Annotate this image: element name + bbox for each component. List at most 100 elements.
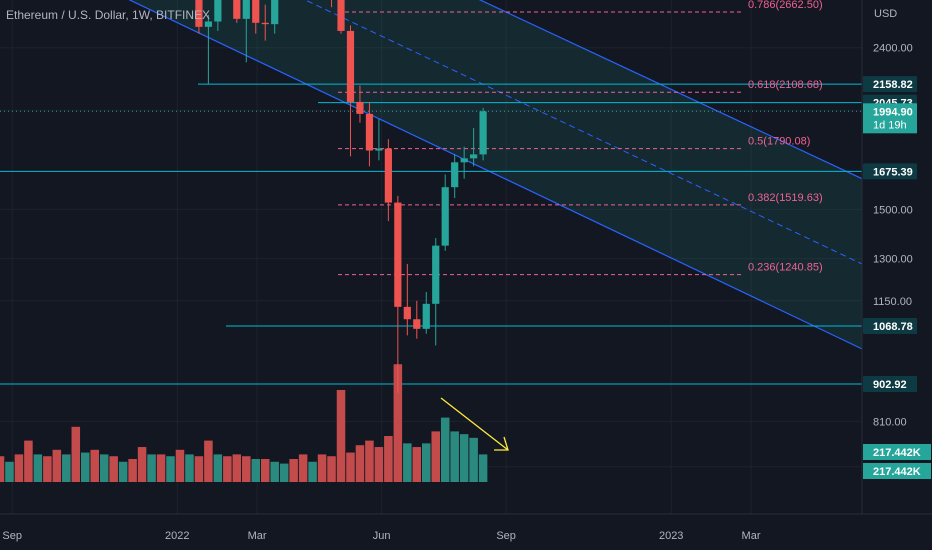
fib-label: 0.786(2662.50): [748, 0, 823, 11]
candle-body: [271, 0, 279, 25]
volume-bar: [431, 431, 440, 482]
volume-bar: [156, 454, 166, 482]
volume-bar: [469, 437, 478, 482]
price-tick-label: 2400.00: [873, 43, 913, 55]
current-price-label: 1994.90: [873, 106, 913, 118]
trend-arrow-line: [440, 397, 509, 451]
volume-bar: [327, 456, 336, 482]
volume-bar: [166, 456, 175, 482]
fib-label: 0.236(1240.85): [748, 262, 823, 274]
candle-body: [403, 306, 411, 320]
candle-body: [365, 113, 374, 151]
volume-bar: [175, 449, 185, 482]
candle-body: [384, 148, 392, 203]
candle-body: [460, 158, 468, 163]
volume-bar: [5, 461, 14, 482]
candle-body: [394, 202, 402, 307]
candle-body: [479, 111, 487, 155]
time-tick-label: 2023: [659, 530, 683, 542]
price-tick-label: 1500.00: [873, 204, 913, 216]
channel-upper-line: [478, 0, 863, 180]
volume-bar: [109, 456, 118, 482]
volume-bar: [118, 461, 128, 482]
fib-label: 0.5(1790.08): [748, 136, 810, 148]
volume-bar: [440, 417, 450, 482]
volume-bar: [298, 454, 308, 482]
volume-bar: [403, 443, 412, 482]
volume-bar: [459, 434, 469, 482]
volume-bar: [62, 454, 71, 482]
volume-bar: [33, 454, 43, 482]
volume-bar: [194, 456, 204, 482]
volume-bar: [43, 456, 52, 482]
volume-bar: [128, 459, 137, 482]
volume-bar: [251, 459, 261, 482]
regression-channel: [128, 0, 863, 350]
horizontal-levels: [0, 83, 862, 385]
time-axis[interactable]: Sep 2022 Mar Jun Sep 2023 Mar: [0, 513, 932, 550]
candle-body: [451, 162, 459, 188]
volume-bar: [204, 440, 213, 482]
volume-bar: [80, 452, 90, 482]
candle-body: [441, 187, 449, 246]
candle-body: [375, 148, 383, 151]
volume-bar: [223, 456, 232, 482]
time-tick-label: Sep: [2, 530, 22, 542]
candle-body: [413, 319, 421, 329]
volume-bar: [14, 454, 24, 482]
volume-bar: [412, 447, 422, 482]
volume-bar: [270, 461, 279, 482]
channel-lower-line: [128, 0, 863, 350]
candle-body: [233, 0, 241, 19]
candle-body: [432, 245, 440, 304]
price-tag-label: 1675.39: [873, 166, 913, 178]
trend-arrow-head: [494, 436, 509, 451]
volume-bar: [147, 454, 156, 482]
time-tick-label: Mar: [742, 530, 761, 542]
candle-body: [356, 101, 364, 114]
volume-bar: [374, 447, 384, 482]
current-price-tag: [863, 103, 917, 134]
candle-body: [252, 0, 260, 23]
price-tick-label: 810.00: [873, 416, 907, 428]
volume-bar: [242, 456, 251, 482]
countdown-label: 1d 19h: [873, 119, 907, 131]
volume-bar: [365, 440, 374, 482]
channel-mid-line: [304, 0, 863, 265]
volume-bar: [99, 454, 109, 482]
time-axis-bg: [0, 514, 932, 550]
candle-body: [470, 154, 478, 159]
fib-label: 0.382(1519.63): [748, 192, 823, 204]
annotations: [440, 397, 509, 451]
volume-bar: [355, 445, 365, 482]
candle-body: [346, 30, 355, 102]
volume-tag-label: 217.442K: [873, 466, 921, 478]
volume-tag: [863, 463, 931, 479]
currency-label: USD: [874, 8, 898, 20]
fibonacci-levels: 0.786(2662.50) 0.618(2108.68) 0.5(1790.08)…: [338, 0, 823, 276]
volume-bar: [71, 426, 81, 482]
volume-bar: [450, 431, 459, 482]
volume-tag-label: 217.442K: [873, 447, 921, 459]
volume-bar: [289, 459, 298, 482]
price-tag-label: 1068.78: [873, 321, 913, 333]
fib-label: 0.618(2108.68): [748, 79, 823, 91]
candle-body: [422, 303, 430, 329]
chart-title: Ethereum / U.S. Dollar, 1W, BITFINEX: [6, 8, 211, 22]
volume-bar: [336, 390, 346, 482]
candle-body: [242, 0, 250, 19]
candle-body: [195, 0, 203, 27]
price-axis[interactable]: 2400.002000.001500.001300.001150.00810.0…: [861, 0, 932, 514]
volume-bar: [52, 449, 62, 482]
volume-bar: [422, 443, 431, 482]
volume-bar: [232, 454, 242, 482]
volume-bars: [0, 364, 488, 482]
price-tag: [863, 163, 917, 180]
volume-bar: [24, 440, 33, 482]
volume-bar: [260, 459, 270, 482]
volume-bar: [213, 454, 223, 482]
candle-body: [337, 0, 345, 31]
time-tick-label: Sep: [496, 530, 516, 542]
price-tag: [863, 76, 917, 93]
